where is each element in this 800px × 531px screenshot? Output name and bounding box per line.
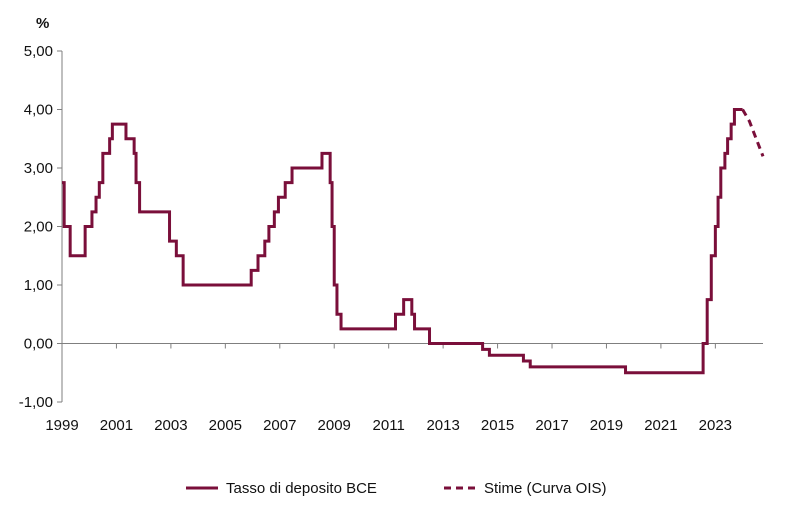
- x-tick-label: 2015: [481, 417, 514, 434]
- legend-label-deposit-rate: Tasso di deposito BCE: [226, 480, 377, 497]
- y-tick-label: 4,00: [24, 102, 53, 119]
- series-deposit-rate-line: [62, 108, 743, 375]
- y-tick-label: 3,00: [24, 160, 53, 177]
- x-tick-label: 2005: [209, 417, 242, 434]
- y-tick-label: 0,00: [24, 336, 53, 353]
- y-tick-label: 1,00: [24, 277, 53, 294]
- x-tick-label: 1999: [45, 417, 78, 434]
- x-tick-label: 2009: [318, 417, 351, 434]
- y-axis: 5,00 4,00 3,00 2,00 1,00 0,00 -1,00: [19, 43, 63, 411]
- legend-label-ois-estimates: Stime (Curva OIS): [484, 480, 607, 497]
- legend: Tasso di deposito BCE Stime (Curva OIS): [186, 480, 607, 497]
- x-tick-label: 2019: [590, 417, 623, 434]
- x-tick-label: 2007: [263, 417, 296, 434]
- x-tick-label: 2001: [100, 417, 133, 434]
- x-tick-label: 2017: [535, 417, 568, 434]
- series-ois-estimate-line: [741, 108, 765, 157]
- y-tick-label: 5,00: [24, 43, 53, 60]
- y-tick-label: -1,00: [19, 394, 53, 411]
- x-tick-label: 2013: [426, 417, 459, 434]
- x-axis: 1999 2001 2003 2005 2007 2009 2011 2013 2015 2017…: [45, 343, 763, 434]
- y-unit-label: %: [36, 15, 49, 32]
- series-layer: [62, 108, 765, 375]
- x-tick-label: 2003: [154, 417, 187, 434]
- x-tick-label: 2011: [373, 417, 405, 434]
- x-tick-label: 2021: [644, 417, 677, 434]
- x-tick-label: 2023: [699, 417, 732, 434]
- y-tick-label: 2,00: [24, 219, 53, 236]
